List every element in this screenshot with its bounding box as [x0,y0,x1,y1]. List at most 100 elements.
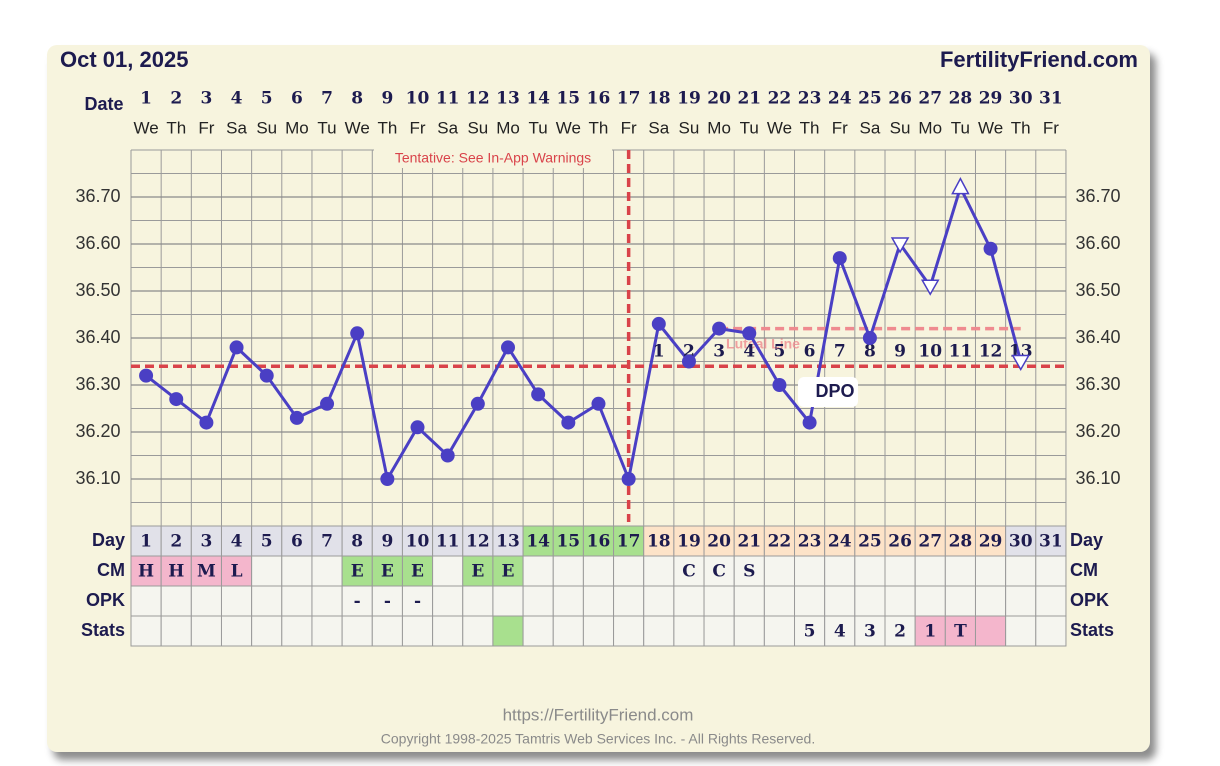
temperature-point [621,472,636,486]
cell-text: E [351,562,364,582]
date-label: 8 [351,89,363,109]
temperature-point [410,420,425,435]
luteal-label: Luteal Line [726,336,800,352]
date-label: 12 [466,89,490,109]
chart-date: Oct 01, 2025 [60,47,188,72]
weekday-label: Mo [707,118,731,137]
weekday-label: Sa [860,118,881,137]
dpo-label: DPO [815,381,854,401]
table-cell [311,555,343,587]
table-cell [703,585,735,617]
cell-text: - [414,592,421,612]
date-label: 1 [140,89,152,109]
y-tick-label: 36.50 [75,280,120,300]
table-cell [582,585,615,617]
row-label-right: OPK [1070,590,1109,610]
cell-text: 29 [979,532,1003,552]
weekday-label: Th [589,118,609,137]
y-tick-label-right: 36.20 [1075,421,1120,441]
row-label: Stats [81,620,125,640]
table-cell [613,585,645,617]
table-cell [613,555,645,587]
temperature-point [651,316,666,331]
y-tick-label: 36.40 [75,327,120,347]
weekday-label: Su [679,118,700,137]
table-cell [251,585,283,617]
table-cell [130,525,162,557]
dpo-number: 10 [918,342,942,362]
table-cell [281,615,313,647]
table-cell [914,555,946,587]
x-axis-label: Date [84,94,123,114]
temperature-point [229,340,244,355]
weekday-label: Th [377,118,397,137]
y-tick-label: 36.70 [75,186,120,206]
date-label: 11 [436,89,460,109]
table-cell [281,555,313,587]
dpo-number: 9 [894,342,906,362]
table-cell [160,615,192,647]
table-cell [763,555,796,587]
table-cell [462,585,494,617]
footer-copyright: Copyright 1998-2025 Tamtris Web Services… [381,731,815,747]
table-cell [190,585,222,617]
table-cell [914,585,946,617]
table-cell [552,555,584,587]
cell-text: 18 [647,532,671,552]
site-name: FertilityFriend.com [940,47,1138,72]
temperature-point [712,321,727,336]
temperature-point [470,396,485,411]
table-cell [944,555,976,587]
cell-text: E [502,562,515,582]
temperature-point [591,396,606,411]
date-label: 15 [556,89,580,109]
table-cell [763,585,796,617]
cell-text: H [138,562,154,582]
weekday-label: Th [166,118,186,137]
table-cell [1005,615,1037,647]
y-tick-label: 36.60 [75,233,120,253]
date-label: 2 [170,89,182,109]
temperature-point [1011,354,1031,372]
table-cell [341,525,373,557]
y-tick-label-right: 36.30 [1075,374,1120,394]
table-cell [794,615,826,647]
temperature-point [681,354,696,369]
table-cell [763,525,796,557]
cell-text: 26 [888,532,912,552]
weekday-label: Fr [198,118,214,137]
table-cell [1035,555,1067,587]
temperature-point [862,331,877,345]
weekday-label: Su [890,118,911,137]
date-label: 31 [1039,89,1063,109]
table-cell [763,615,796,647]
table-cell [432,585,464,617]
y-tick-label-right: 36.40 [1075,327,1120,347]
table-cell [522,555,554,587]
cell-text: 9 [381,532,393,552]
date-label: 6 [291,89,303,109]
y-tick-label-right: 36.50 [1075,280,1120,300]
table-cell [190,525,222,557]
dpo-box [798,377,858,407]
table-cell [1005,585,1037,617]
table-cell [432,615,464,647]
cell-text: 1 [140,532,152,552]
table-cell [944,585,976,617]
footer-url[interactable]: https://FertilityFriend.com [503,705,694,724]
date-label: 27 [918,89,942,109]
cell-text: S [743,562,755,582]
table-cell [522,585,554,617]
weekday-label: Fr [1043,118,1059,137]
cell-text: 14 [526,532,550,552]
date-label: 20 [707,89,731,109]
table-cell [854,555,886,587]
weekday-label: Fr [621,118,637,137]
cell-text: 13 [496,532,520,552]
date-label: 21 [737,89,761,109]
table-cell [884,585,916,617]
cell-text: 27 [918,532,942,552]
cell-text: T [954,622,967,642]
row-label-right: Stats [1070,620,1114,640]
